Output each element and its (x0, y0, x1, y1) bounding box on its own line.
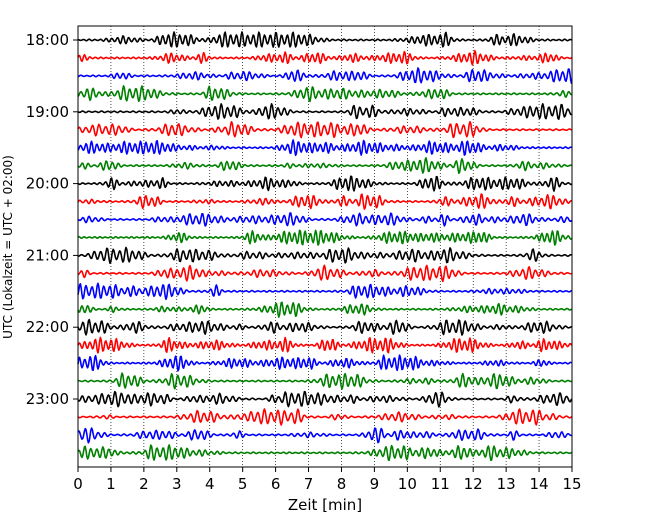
trace-2200 (77, 318, 572, 336)
y-tick-label: 23:00 (26, 390, 69, 408)
plot-area-frame (77, 25, 573, 468)
y-axis-ticks: 18:00 19:00 20:00 21:00 22:00 23:00 (26, 31, 78, 408)
trace-1915 (77, 120, 573, 139)
x-tick-label: 12 (464, 475, 483, 493)
x-tick-label: 8 (337, 475, 347, 493)
x-tick-label: 4 (205, 475, 215, 493)
trace-1845 (77, 85, 573, 103)
trace-1830 (77, 67, 573, 84)
trace-2145 (77, 301, 573, 318)
x-axis-label: Zeit [min] (288, 496, 362, 514)
trace-2000 (77, 175, 572, 192)
trace-1815 (77, 49, 573, 66)
x-tick-label: 2 (139, 475, 149, 493)
trace-2230 (77, 354, 573, 372)
trace-1800 (77, 31, 572, 48)
trace-2330 (77, 427, 572, 444)
y-axis-label: UTC (Lokalzeit = UTC + 02:00) (1, 155, 15, 339)
x-tick-label: 9 (370, 475, 380, 493)
x-tick-label: 6 (271, 475, 281, 493)
trace-2315 (77, 408, 573, 426)
y-tick-label: 22:00 (26, 318, 69, 336)
x-tick-label: 0 (73, 475, 83, 493)
y-tick-label: 19:00 (26, 103, 69, 121)
x-tick-label: 15 (562, 475, 581, 493)
x-tick-label: 14 (530, 475, 549, 493)
trace-2215 (77, 336, 573, 354)
trace-2245 (77, 372, 572, 390)
trace-2015 (77, 193, 572, 210)
trace-2130 (77, 282, 572, 301)
y-tick-label: 20:00 (26, 175, 69, 193)
x-tick-label: 5 (238, 475, 248, 493)
trace-2030 (77, 212, 573, 227)
x-tick-label: 7 (304, 475, 314, 493)
vertical-grid-lines (110, 26, 540, 467)
x-tick-label: 13 (497, 475, 516, 493)
y-tick-label: 21:00 (26, 246, 69, 264)
trace-2115 (77, 264, 572, 283)
trace-2345 (77, 444, 572, 462)
x-tick-label: 1 (106, 475, 116, 493)
seismogram-traces (77, 31, 573, 462)
trace-2100 (78, 246, 572, 264)
trace-2045 (77, 229, 573, 246)
x-tick-label: 10 (398, 475, 417, 493)
x-axis-ticks: 0 1 2 3 4 5 6 7 8 9 10 11 12 13 14 15 (73, 467, 582, 493)
trace-1930 (77, 139, 572, 157)
trace-1900 (77, 103, 572, 120)
trace-1945 (77, 157, 572, 175)
trace-2300 (77, 390, 573, 408)
x-tick-label: 3 (172, 475, 182, 493)
x-tick-label: 11 (431, 475, 450, 493)
y-tick-label: 18:00 (26, 31, 69, 49)
